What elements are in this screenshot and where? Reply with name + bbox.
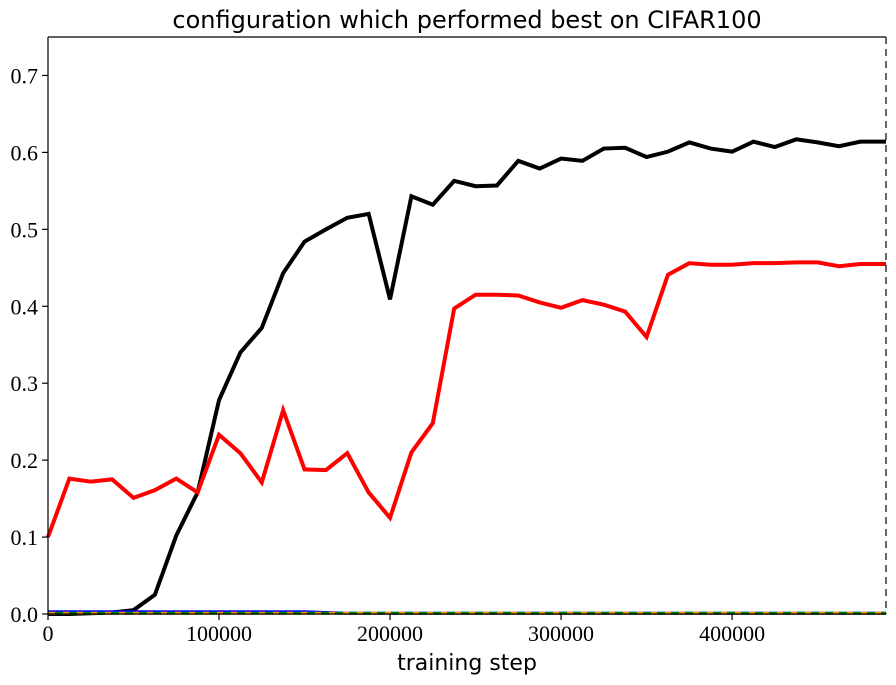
chart-title: configuration which performed best on CI… bbox=[172, 6, 761, 34]
y-tick-label: 0.5 bbox=[11, 217, 39, 242]
series-line-1 bbox=[48, 137, 886, 616]
x-tick-label: 400000 bbox=[699, 621, 765, 646]
y-tick-label: 0.2 bbox=[11, 448, 39, 473]
x-axis-ticks: 0 100000 200000 300000 400000 bbox=[43, 614, 765, 646]
x-axis-label: training step bbox=[397, 651, 537, 676]
y-axis-ticks: 0.0 0.1 0.2 0.3 0.4 0.5 0.6 0.7 bbox=[11, 63, 48, 627]
y-tick-label: 0.4 bbox=[11, 294, 39, 319]
y-tick-label: 0.6 bbox=[11, 140, 39, 165]
x-tick-label: 300000 bbox=[528, 621, 594, 646]
x-tick-label: 100000 bbox=[186, 621, 252, 646]
y-tick-label: 0.1 bbox=[11, 525, 39, 550]
y-tick-label: 0.7 bbox=[11, 63, 39, 88]
x-tick-label: 200000 bbox=[357, 621, 423, 646]
axes-frame bbox=[47, 36, 887, 615]
y-tick-label: 0.0 bbox=[11, 602, 39, 627]
series-line-2 bbox=[46, 260, 886, 538]
x-tick-label: 0 bbox=[43, 621, 54, 646]
series-layer bbox=[46, 137, 886, 616]
y-tick-label: 0.3 bbox=[11, 371, 39, 396]
